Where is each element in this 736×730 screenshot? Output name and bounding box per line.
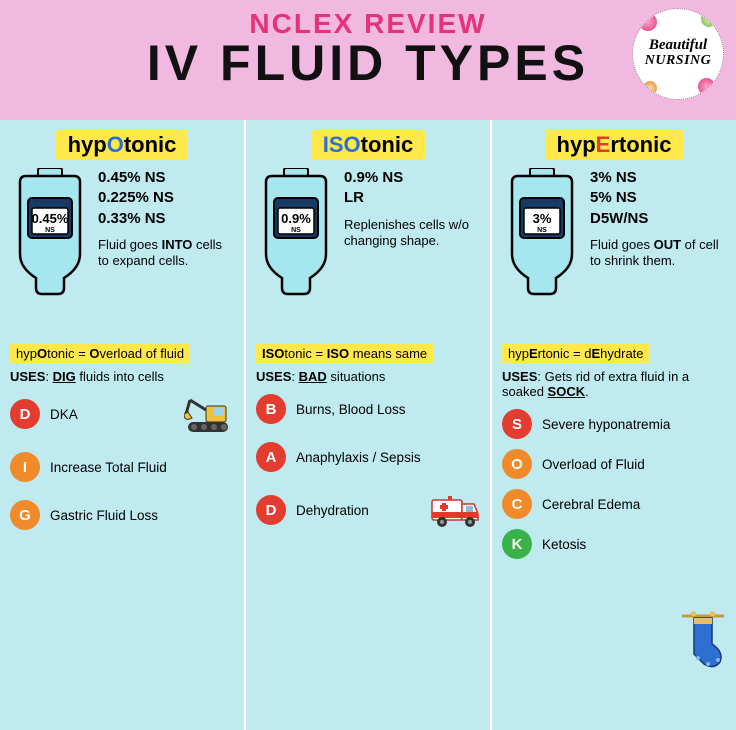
mnemonic-letter: D bbox=[256, 495, 286, 525]
bullet-text: Increase Total Fluid bbox=[50, 460, 167, 475]
svg-text:0.9%: 0.9% bbox=[281, 211, 311, 226]
column-description: Replenishes cells w/o changing shape. bbox=[344, 217, 480, 250]
bullet-item: A Anaphylaxis / Sepsis bbox=[256, 442, 480, 472]
solution-item: 0.9% NS bbox=[344, 168, 480, 188]
uses-text: USES: BAD situations bbox=[256, 369, 480, 384]
bullet-item: C Cerebral Edema bbox=[502, 489, 726, 519]
svg-text:NS: NS bbox=[291, 227, 301, 234]
solution-item: 0.33% NS bbox=[98, 209, 234, 229]
uses-text: USES: Gets rid of extra fluid in a soake… bbox=[502, 369, 726, 399]
ambulance-icon bbox=[430, 490, 480, 530]
columns-container: hypOtonic 0.45% NS 0.45% NS0.225% NS0.33… bbox=[0, 120, 736, 730]
solutions-list: 3% NS5% NSD5W/NS bbox=[590, 168, 726, 229]
mnemonic-letter: K bbox=[502, 529, 532, 559]
mnemonic-label: hypOtonic = Overload of fluid bbox=[10, 344, 190, 363]
bullet-item: K Ketosis bbox=[502, 529, 726, 559]
mnemonic-letter: A bbox=[256, 442, 286, 472]
logo-text-2: NURSING bbox=[645, 53, 712, 69]
bullet-text: Cerebral Edema bbox=[542, 497, 640, 512]
bullet-item: O Overload of Fluid bbox=[502, 449, 726, 479]
bullet-list: D DKA I Increase Total Fluid G Gastric F… bbox=[10, 394, 234, 530]
column-title: ISOtonic bbox=[311, 130, 425, 160]
mnemonic-letter: C bbox=[502, 489, 532, 519]
column: hypOtonic 0.45% NS 0.45% NS0.225% NS0.33… bbox=[0, 120, 244, 730]
bullet-text: Ketosis bbox=[542, 537, 586, 552]
solution-item: LR bbox=[344, 188, 480, 208]
bullet-list: B Burns, Blood Loss A Anaphylaxis / Seps… bbox=[256, 394, 480, 530]
column-title: hypErtonic bbox=[545, 130, 684, 160]
bullet-text: DKA bbox=[50, 407, 78, 422]
column-description: Fluid goes OUT of cell to shrink them. bbox=[590, 237, 726, 270]
logo-text-1: Beautiful bbox=[649, 39, 707, 53]
header-title: IV FLUID TYPES bbox=[10, 38, 726, 88]
solution-item: 3% NS bbox=[590, 168, 726, 188]
bullet-text: Anaphylaxis / Sepsis bbox=[296, 450, 421, 465]
bullet-item: I Increase Total Fluid bbox=[10, 452, 234, 482]
iv-bag-icon: 0.45% NS bbox=[10, 168, 90, 298]
mnemonic-letter: G bbox=[10, 500, 40, 530]
bullet-text: Burns, Blood Loss bbox=[296, 402, 406, 417]
solution-item: 0.45% NS bbox=[98, 168, 234, 188]
header: NCLEX REVIEW IV FLUID TYPES Beautiful NU… bbox=[0, 0, 736, 120]
uses-text: USES: DIG fluids into cells bbox=[10, 369, 234, 384]
bullet-item: D Dehydration bbox=[256, 490, 480, 530]
bullet-text: Dehydration bbox=[296, 503, 369, 518]
mnemonic-letter: S bbox=[502, 409, 532, 439]
solution-item: 0.225% NS bbox=[98, 188, 234, 208]
svg-text:NS: NS bbox=[537, 227, 547, 234]
column: hypErtonic 3% NS 3% NS5% NSD5W/NS Fluid … bbox=[490, 120, 736, 730]
mnemonic-letter: D bbox=[10, 399, 40, 429]
sock-icon bbox=[678, 610, 728, 670]
brand-logo: Beautiful NURSING bbox=[632, 8, 724, 100]
mnemonic-label: ISOtonic = ISO means same bbox=[256, 344, 433, 363]
mnemonic-letter: B bbox=[256, 394, 286, 424]
bullet-text: Severe hyponatremia bbox=[542, 417, 670, 432]
bullet-text: Overload of Fluid bbox=[542, 457, 645, 472]
mnemonic-letter: O bbox=[502, 449, 532, 479]
svg-text:NS: NS bbox=[45, 227, 55, 234]
bullet-item: G Gastric Fluid Loss bbox=[10, 500, 234, 530]
iv-bag-icon: 3% NS bbox=[502, 168, 582, 298]
bullet-item: B Burns, Blood Loss bbox=[256, 394, 480, 424]
column-title: hypOtonic bbox=[56, 130, 189, 160]
bullet-list: S Severe hyponatremia O Overload of Flui… bbox=[502, 409, 726, 559]
solutions-list: 0.9% NSLR bbox=[344, 168, 480, 209]
iv-bag-icon: 0.9% NS bbox=[256, 168, 336, 298]
mnemonic-label: hypErtonic = dEhydrate bbox=[502, 344, 650, 363]
solution-item: 5% NS bbox=[590, 188, 726, 208]
column-description: Fluid goes INTO cells to expand cells. bbox=[98, 237, 234, 270]
solution-item: D5W/NS bbox=[590, 209, 726, 229]
solutions-list: 0.45% NS0.225% NS0.33% NS bbox=[98, 168, 234, 229]
mnemonic-letter: I bbox=[10, 452, 40, 482]
bullet-item: D DKA bbox=[10, 394, 234, 434]
svg-text:3%: 3% bbox=[533, 211, 552, 226]
bullet-text: Gastric Fluid Loss bbox=[50, 508, 158, 523]
excavator-icon bbox=[184, 394, 234, 434]
svg-text:0.45%: 0.45% bbox=[32, 211, 69, 226]
column: ISOtonic 0.9% NS 0.9% NSLR Replenishes c… bbox=[244, 120, 490, 730]
bullet-item: S Severe hyponatremia bbox=[502, 409, 726, 439]
